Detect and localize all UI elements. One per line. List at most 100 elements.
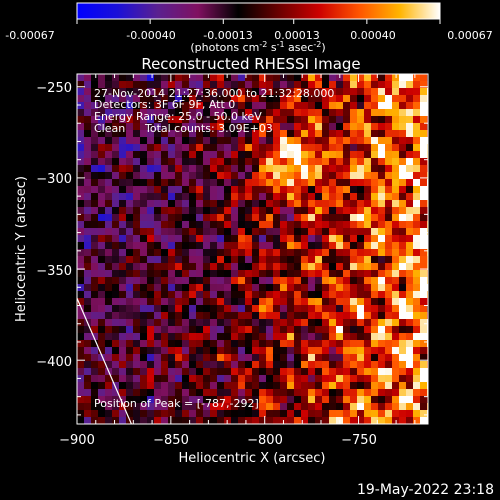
heatmap-cell [189, 333, 196, 340]
heatmap-cell [406, 109, 413, 116]
heatmap-cell [147, 214, 154, 221]
heatmap-cell [231, 137, 238, 144]
heatmap-cell [231, 249, 238, 256]
heatmap-cell [420, 151, 427, 158]
heatmap-cell [245, 277, 252, 284]
heatmap-cell [385, 361, 392, 368]
heatmap-cell [126, 137, 133, 144]
heatmap-cell [259, 403, 266, 410]
heatmap-cell [91, 249, 98, 256]
heatmap-cell [231, 354, 238, 361]
footer-date: 19-May-2022 23:18 [357, 482, 494, 498]
heatmap-cell [112, 74, 119, 81]
heatmap-cell [350, 144, 357, 151]
heatmap-cell [238, 403, 245, 410]
heatmap-cell [112, 333, 119, 340]
heatmap-cell [392, 354, 399, 361]
heatmap-cell [252, 291, 259, 298]
heatmap-cell [308, 396, 315, 403]
heatmap-cell [287, 298, 294, 305]
heatmap-cell [308, 375, 315, 382]
heatmap-cell [175, 109, 182, 116]
heatmap-cell [238, 417, 245, 424]
heatmap-cell [203, 396, 210, 403]
heatmap-cell [392, 319, 399, 326]
heatmap-cell [315, 382, 322, 389]
heatmap-cell [98, 81, 105, 88]
heatmap-cell [189, 347, 196, 354]
heatmap-cell [280, 88, 287, 95]
heatmap-cell [259, 137, 266, 144]
heatmap-cell [112, 144, 119, 151]
heatmap-cell [329, 200, 336, 207]
heatmap-cell [147, 375, 154, 382]
heatmap-cell [98, 354, 105, 361]
heatmap-cell [175, 186, 182, 193]
heatmap-cell [364, 389, 371, 396]
heatmap-cell [280, 312, 287, 319]
heatmap-cell [126, 193, 133, 200]
heatmap-cell [385, 95, 392, 102]
heatmap-cell [308, 305, 315, 312]
heatmap-cell [392, 389, 399, 396]
heatmap-cell [399, 249, 406, 256]
heatmap-cell [189, 235, 196, 242]
heatmap-cell [308, 389, 315, 396]
heatmap-cell [371, 361, 378, 368]
heatmap-cell [294, 130, 301, 137]
heatmap-cell [371, 256, 378, 263]
heatmap-cell [385, 354, 392, 361]
heatmap-cell [217, 368, 224, 375]
heatmap-cell [224, 109, 231, 116]
heatmap-cell [385, 242, 392, 249]
heatmap-cell [308, 95, 315, 102]
heatmap-cell [259, 74, 266, 81]
heatmap-cell [175, 151, 182, 158]
heatmap-cell [266, 130, 273, 137]
heatmap-cell [315, 256, 322, 263]
heatmap-cell [406, 389, 413, 396]
heatmap-cell [406, 256, 413, 263]
heatmap-cell [98, 228, 105, 235]
heatmap-cell [196, 81, 203, 88]
heatmap-cell [77, 354, 84, 361]
heatmap-cell [322, 207, 329, 214]
heatmap-cell [399, 291, 406, 298]
heatmap-cell [140, 256, 147, 263]
heatmap-cell [259, 256, 266, 263]
heatmap-cell [371, 368, 378, 375]
heatmap-cell [315, 396, 322, 403]
heatmap-cell [406, 340, 413, 347]
heatmap-cell [322, 403, 329, 410]
heatmap-cell [329, 74, 336, 81]
heatmap-cell [175, 81, 182, 88]
heatmap-cell [273, 95, 280, 102]
heatmap-cell [364, 228, 371, 235]
heatmap-cell [203, 298, 210, 305]
heatmap-cell [126, 270, 133, 277]
heatmap-cell [126, 200, 133, 207]
heatmap-cell [294, 277, 301, 284]
heatmap-cell [224, 361, 231, 368]
heatmap-cell [329, 277, 336, 284]
heatmap-cell [196, 389, 203, 396]
heatmap-cell [203, 375, 210, 382]
heatmap-cell [364, 256, 371, 263]
heatmap-cell [203, 249, 210, 256]
heatmap-cell [147, 137, 154, 144]
heatmap-cell [98, 382, 105, 389]
heatmap-cell [77, 235, 84, 242]
heatmap-cell [371, 228, 378, 235]
heatmap-cell [182, 375, 189, 382]
heatmap-cell [147, 382, 154, 389]
heatmap-cell [161, 221, 168, 228]
heatmap-cell [126, 158, 133, 165]
heatmap-cell [273, 214, 280, 221]
heatmap-cell [336, 116, 343, 123]
heatmap-cell [406, 158, 413, 165]
heatmap-cell [224, 116, 231, 123]
heatmap-cell [273, 354, 280, 361]
heatmap-cell [203, 347, 210, 354]
heatmap-cell [112, 221, 119, 228]
heatmap-cell [301, 200, 308, 207]
